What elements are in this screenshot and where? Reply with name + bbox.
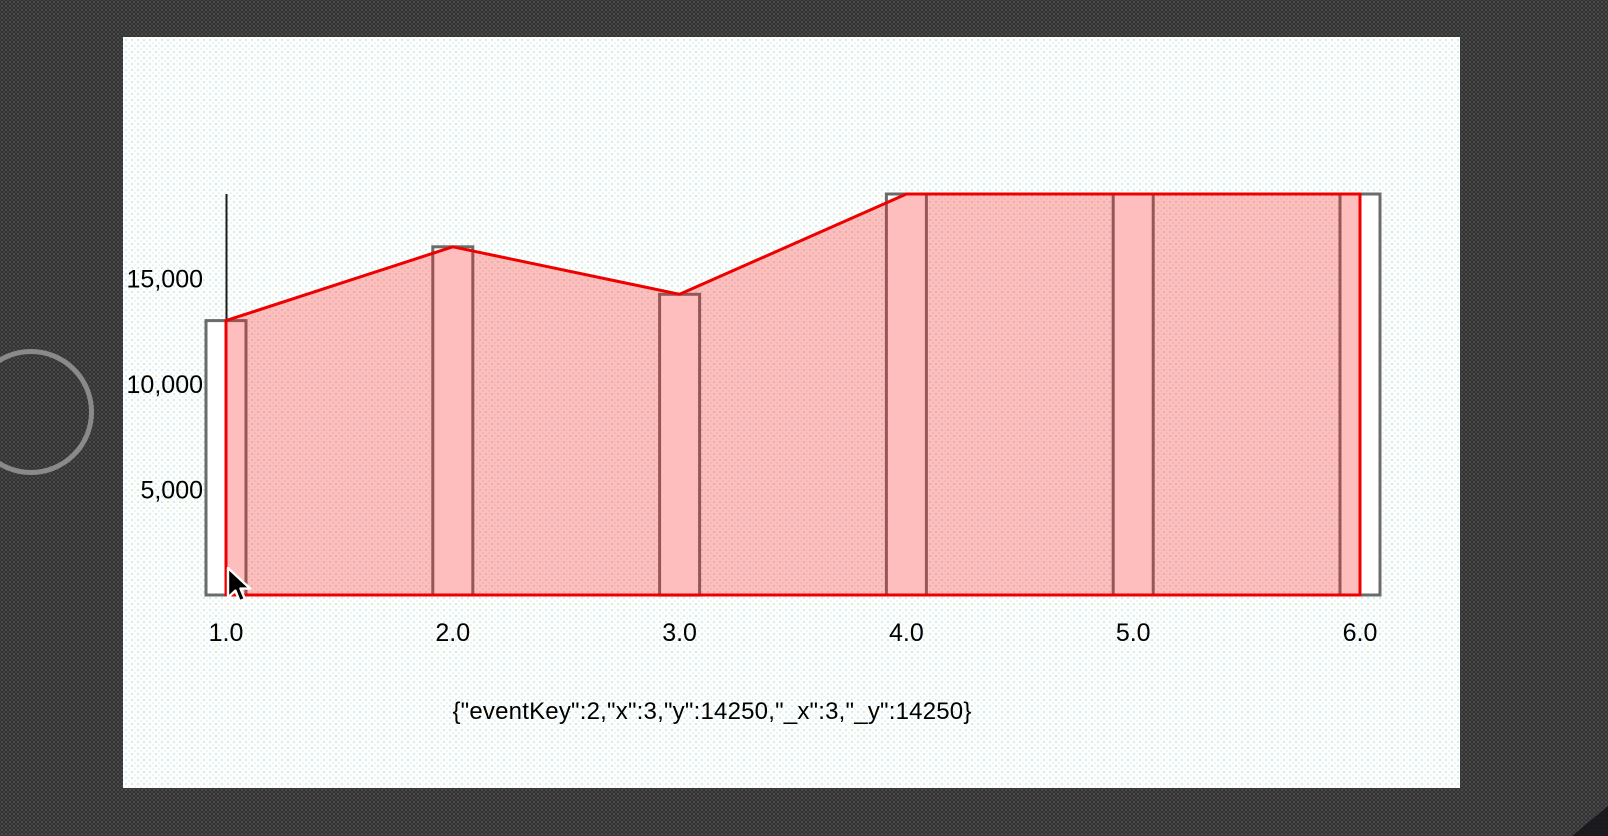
chart-panel: 5,000 10,000 15,000 1.0 2.0 3.0 4.0 5.0 6.0 {"ev… (123, 37, 1460, 788)
x-axis-tick-label: 3.0 (662, 619, 697, 647)
mouse-cursor-icon (226, 566, 252, 603)
x-axis-tick-label: 1.0 (209, 619, 244, 647)
composed-chart[interactable]: 5,000 10,000 15,000 1.0 2.0 3.0 4.0 5.0 6.0 (123, 37, 1460, 788)
y-axis-tick-label: 5,000 (140, 477, 203, 505)
y-axis-tick-label: 10,000 (127, 371, 203, 399)
area-series[interactable] (224, 192, 1362, 597)
event-json-output: {"eventKey":2,"x":3,"y":14250,"_x":3,"_y… (452, 698, 972, 725)
x-axis-tick-label: 5.0 (1116, 619, 1151, 647)
x-axis-tick-label: 2.0 (435, 619, 470, 647)
x-axis-tick-label: 6.0 (1343, 619, 1378, 647)
corner-artifact (1572, 806, 1608, 836)
bar[interactable] (884, 192, 928, 597)
click-indicator-ring-icon (0, 349, 94, 475)
y-axis-tick-label: 15,000 (127, 265, 203, 293)
x-axis-tick-label: 4.0 (889, 619, 924, 647)
